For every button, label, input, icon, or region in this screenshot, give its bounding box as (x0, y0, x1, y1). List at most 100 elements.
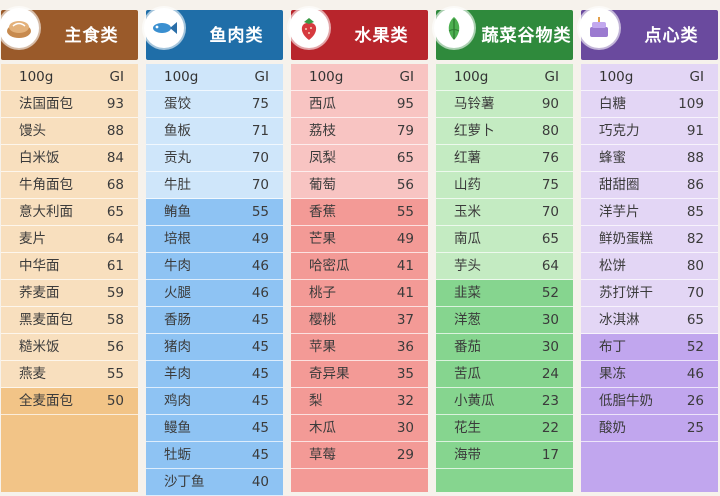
food-row: 凤梨 65 (291, 145, 428, 172)
gi-label: GI (544, 69, 559, 85)
food-name: 牛角面包 (19, 177, 73, 193)
gi-value: 56 (396, 177, 414, 193)
gi-value: 32 (396, 393, 414, 409)
food-name: 小黄瓜 (454, 393, 495, 409)
food-row: 果冻 46 (581, 361, 718, 388)
food-name: 沙丁鱼 (164, 474, 205, 490)
food-name: 红薯 (454, 150, 481, 166)
gi-value: 88 (686, 150, 704, 166)
food-row: 鲔鱼 55 (146, 199, 283, 226)
food-name: 牡蛎 (164, 447, 191, 463)
unit-label: 100g (19, 69, 54, 85)
header-row: 100g GI (146, 64, 283, 91)
food-row: 奇异果 35 (291, 361, 428, 388)
food-row: 洋芋片 85 (581, 199, 718, 226)
food-row: 荞麦面 59 (1, 280, 138, 307)
food-row: 桃子 41 (291, 280, 428, 307)
column-header: 主食类 (0, 8, 138, 60)
food-name: 苹果 (309, 339, 336, 355)
food-row: 山药 75 (436, 172, 573, 199)
food-row: 洋葱 30 (436, 307, 573, 334)
food-name: 红萝卜 (454, 123, 495, 139)
food-name: 松饼 (599, 258, 626, 274)
gi-value: 75 (541, 177, 559, 193)
gi-value: 49 (251, 231, 269, 247)
gi-value: 93 (106, 96, 124, 112)
vegetable-icon (434, 8, 474, 48)
gi-value: 35 (396, 366, 414, 382)
food-row: 葡萄 56 (291, 172, 428, 199)
food-name: 韭菜 (454, 285, 481, 301)
food-name: 白糖 (599, 96, 626, 112)
gi-value: 45 (251, 420, 269, 436)
food-name: 燕麦 (19, 366, 46, 382)
column-body: 100g GI 蛋饺 75 鱼板 71 贡丸 70 牛肚 70 鲔鱼 55 培根 49 牛肉 46 火腿 46 香肠… (146, 64, 283, 496)
food-row: 鸡肉 45 (146, 388, 283, 415)
gi-value: 25 (686, 420, 704, 436)
gi-label: GI (109, 69, 124, 85)
food-name: 荔枝 (309, 123, 336, 139)
food-name: 牛肉 (164, 258, 191, 274)
food-name: 葡萄 (309, 177, 336, 193)
food-row: 白米饭 84 (1, 145, 138, 172)
food-name: 香肠 (164, 312, 191, 328)
gi-value: 45 (251, 312, 269, 328)
food-row: 芋头 64 (436, 253, 573, 280)
gi-value: 24 (541, 366, 559, 382)
column-filler (1, 415, 138, 492)
food-row: 梨 32 (291, 388, 428, 415)
unit-label: 100g (164, 69, 199, 85)
food-row: 巧克力 91 (581, 118, 718, 145)
food-name: 香蕉 (309, 204, 336, 220)
gi-value: 46 (251, 285, 269, 301)
food-name: 果冻 (599, 366, 626, 382)
gi-value: 41 (396, 285, 414, 301)
food-row: 白糖 109 (581, 91, 718, 118)
gi-value: 50 (106, 393, 124, 409)
food-name: 南瓜 (454, 231, 481, 247)
food-row: 黑麦面包 58 (1, 307, 138, 334)
food-name: 芒果 (309, 231, 336, 247)
food-name: 山药 (454, 177, 481, 193)
food-name: 黑麦面包 (19, 312, 73, 328)
food-row: 牛肚 70 (146, 172, 283, 199)
column-filler (291, 469, 428, 492)
column-2: 鱼肉类 100g GI 蛋饺 75 鱼板 71 贡丸 70 牛肚 70 鲔鱼 55 培根 49 牛肉 46 火腿 4… (144, 8, 283, 496)
food-name: 洋芋片 (599, 204, 640, 220)
unit-label: 100g (309, 69, 344, 85)
gi-value: 58 (106, 312, 124, 328)
gi-value: 109 (678, 96, 704, 112)
food-row: 意大利面 65 (1, 199, 138, 226)
gi-value: 65 (686, 312, 704, 328)
food-row: 南瓜 65 (436, 226, 573, 253)
gi-value: 84 (106, 150, 124, 166)
gi-value: 80 (686, 258, 704, 274)
food-row: 玉米 70 (436, 199, 573, 226)
food-name: 哈密瓜 (309, 258, 350, 274)
food-name: 法国面包 (19, 96, 73, 112)
gi-value: 70 (251, 177, 269, 193)
food-name: 麦片 (19, 231, 46, 247)
column-header: 蔬菜谷物类 (434, 8, 573, 60)
header-row: 100g GI (581, 64, 718, 91)
gi-value: 26 (686, 393, 704, 409)
food-row: 甜甜圈 86 (581, 172, 718, 199)
food-row: 培根 49 (146, 226, 283, 253)
food-row: 香肠 45 (146, 307, 283, 334)
food-name: 馒头 (19, 123, 46, 139)
gi-value: 91 (686, 123, 704, 139)
gi-value: 65 (541, 231, 559, 247)
header-row: 100g GI (291, 64, 428, 91)
food-row: 法国面包 93 (1, 91, 138, 118)
food-row: 草莓 29 (291, 442, 428, 469)
gi-value: 30 (541, 339, 559, 355)
food-row: 中华面 61 (1, 253, 138, 280)
food-row: 红萝卜 80 (436, 118, 573, 145)
gi-value: 45 (251, 447, 269, 463)
gi-value: 37 (396, 312, 414, 328)
food-name: 玉米 (454, 204, 481, 220)
food-row: 蛋饺 75 (146, 91, 283, 118)
gi-value: 70 (686, 285, 704, 301)
gi-value: 79 (396, 123, 414, 139)
food-name: 鸡肉 (164, 393, 191, 409)
